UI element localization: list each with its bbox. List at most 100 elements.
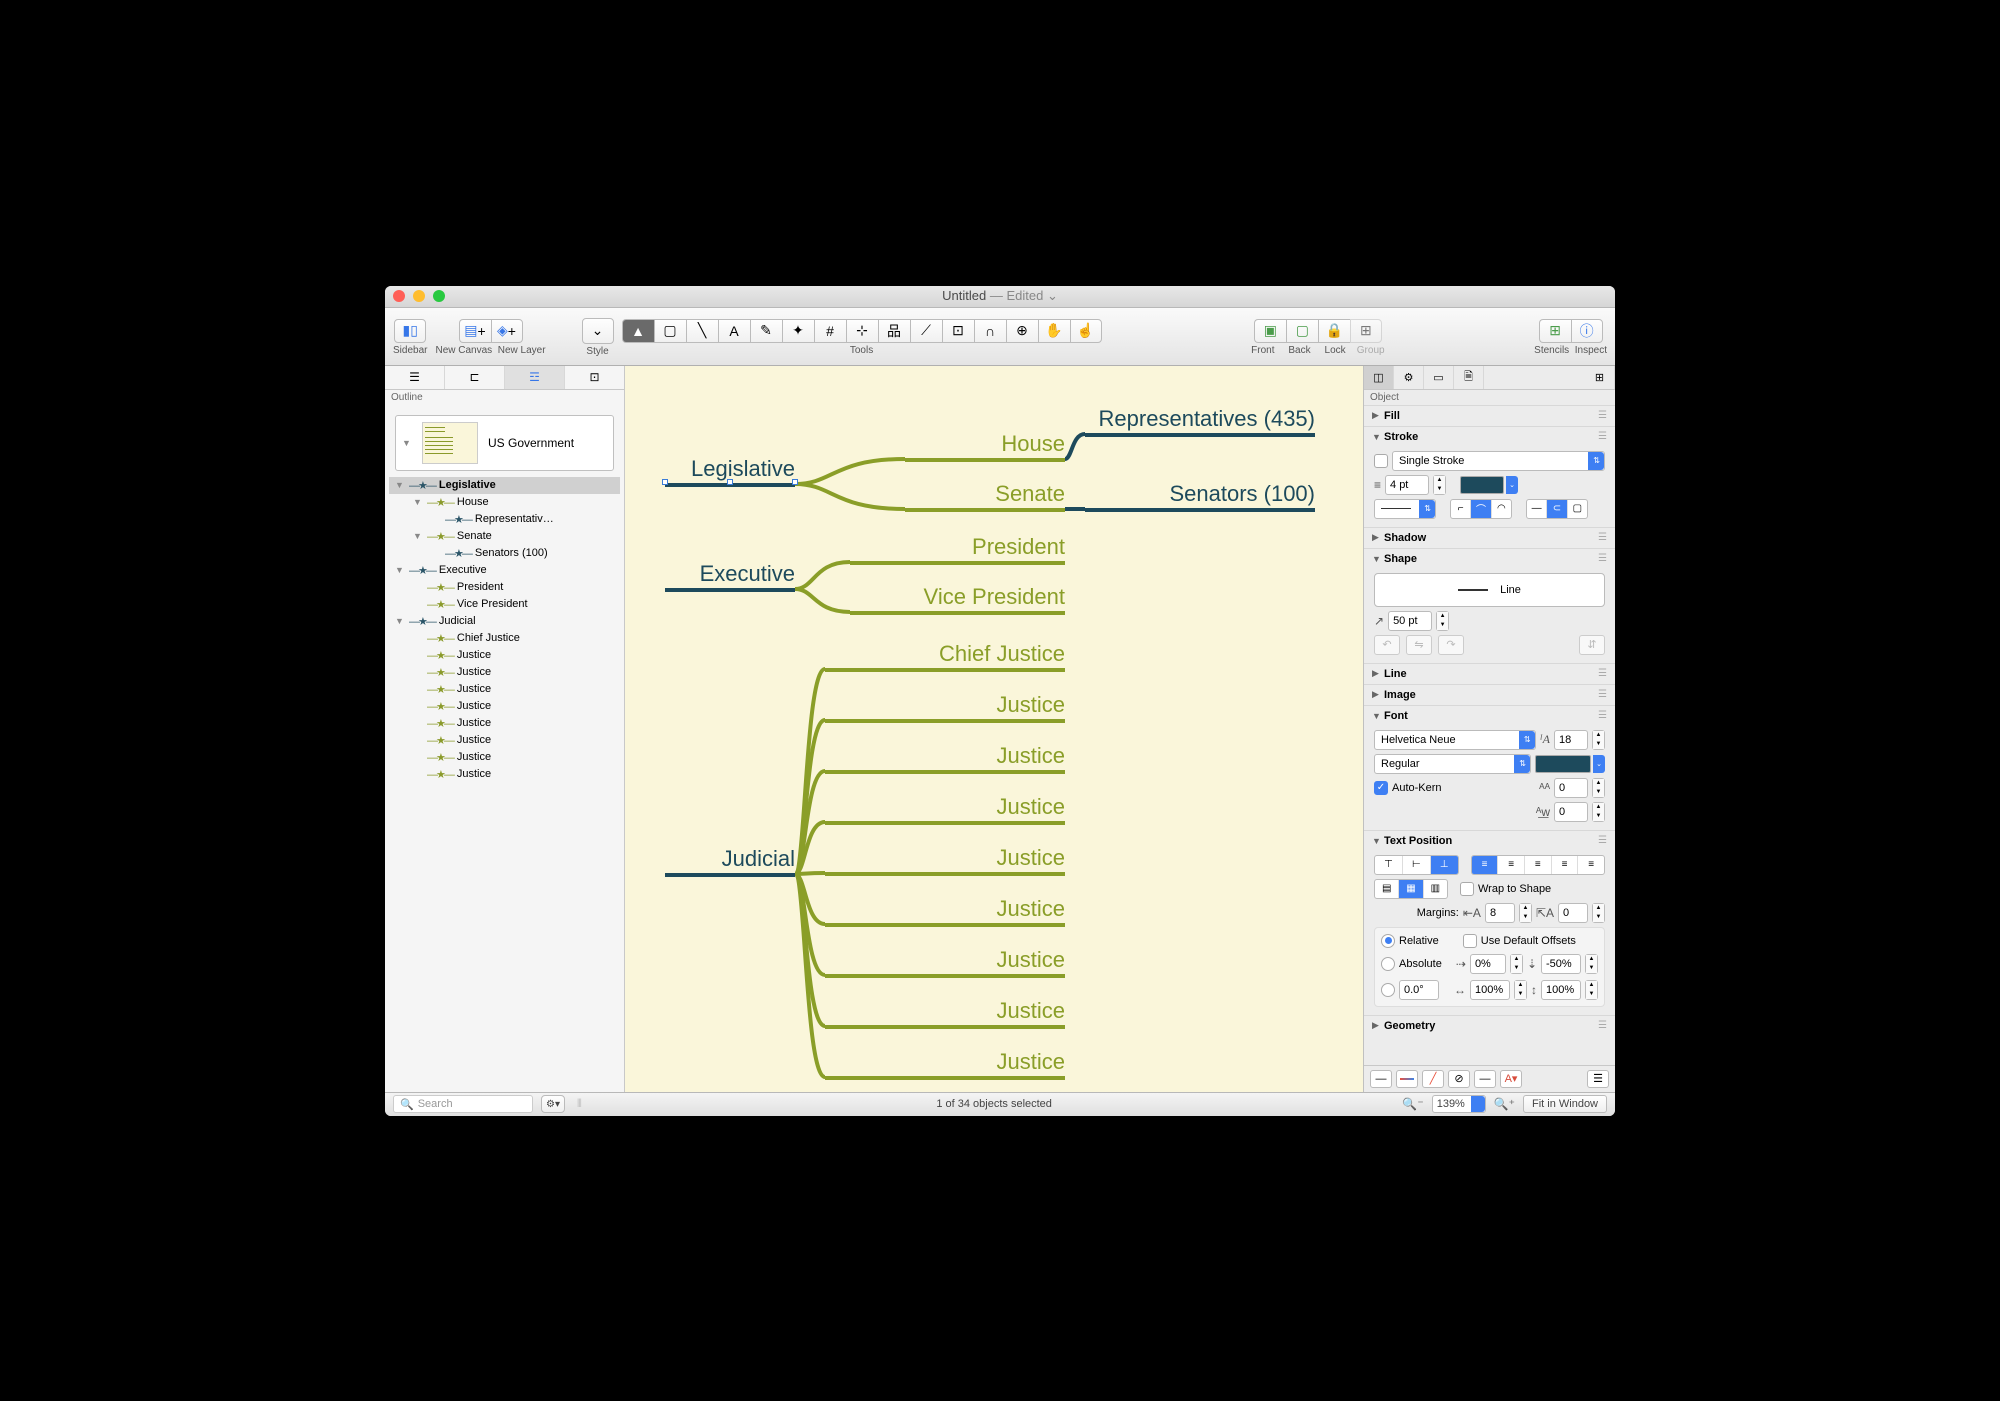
- shape-tool[interactable]: ▢: [654, 319, 686, 343]
- outline-row[interactable]: —★—Justice: [389, 732, 620, 749]
- crop-tool[interactable]: #: [814, 319, 846, 343]
- brush-tool[interactable]: ⟋: [910, 319, 942, 343]
- new-canvas-button[interactable]: ▤+: [459, 319, 491, 343]
- line-section-toggle[interactable]: ▶Line☰: [1364, 664, 1615, 684]
- diagram-node-house[interactable]: House: [905, 431, 1065, 462]
- outline-row[interactable]: ▼—★—Judicial: [389, 613, 620, 630]
- geometry-section-toggle[interactable]: ▶Geometry☰: [1364, 1016, 1615, 1036]
- hamburger-icon[interactable]: ☰: [1598, 553, 1607, 564]
- style-chit-5[interactable]: —: [1474, 1070, 1496, 1088]
- font-size-input[interactable]: 18: [1554, 730, 1588, 750]
- flip-h-button[interactable]: ⇋: [1406, 635, 1432, 655]
- textpos-section-toggle[interactable]: ▼Text Position☰: [1364, 831, 1615, 851]
- inspector-tab-grid[interactable]: ⊞: [1585, 366, 1615, 389]
- corner-radius-input[interactable]: 50 pt: [1388, 611, 1432, 631]
- fit-window-button[interactable]: Fit in Window: [1523, 1095, 1607, 1113]
- corner-style-segment[interactable]: ⌐⌒◠: [1450, 499, 1512, 519]
- stroke-width-input[interactable]: 4 pt: [1385, 475, 1429, 495]
- defaults-checkbox[interactable]: [1463, 934, 1477, 948]
- hamburger-icon[interactable]: ☰: [1598, 431, 1607, 442]
- style-add-button[interactable]: ☰: [1587, 1070, 1609, 1088]
- text-tool[interactable]: A: [718, 319, 750, 343]
- canvas[interactable]: LegislativeHouseSenateRepresentatives (4…: [625, 366, 1363, 1092]
- diagram-node-senators[interactable]: Senators (100): [1085, 481, 1315, 512]
- hamburger-icon[interactable]: ☰: [1598, 835, 1607, 846]
- diagram-node-j1[interactable]: Justice: [825, 692, 1065, 723]
- new-layer-button[interactable]: ◈+: [491, 319, 523, 343]
- rotation-input[interactable]: 0.0°: [1399, 980, 1439, 1000]
- absolute-radio[interactable]: [1381, 957, 1395, 971]
- outline-row[interactable]: —★—Justice: [389, 698, 620, 715]
- margin-v-input[interactable]: 0: [1558, 903, 1588, 923]
- valign-segment[interactable]: ⊤⊢⊥: [1374, 855, 1459, 875]
- close-window-button[interactable]: [393, 290, 405, 302]
- diagram-node-vp[interactable]: Vice President: [850, 584, 1065, 615]
- font-family-select[interactable]: Helvetica Neue⇅: [1374, 730, 1536, 750]
- diagram-node-j8[interactable]: Justice: [825, 1049, 1065, 1080]
- offset-x-input[interactable]: 0%: [1470, 954, 1506, 974]
- inspector-tab-object[interactable]: ◫: [1364, 366, 1394, 389]
- diagram-node-j4[interactable]: Justice: [825, 845, 1065, 876]
- inspect-button[interactable]: ⓘ: [1571, 319, 1603, 343]
- relative-radio[interactable]: [1381, 934, 1395, 948]
- outline-row[interactable]: —★—Vice President: [389, 596, 620, 613]
- browse-tool[interactable]: ☝: [1070, 319, 1102, 343]
- offset-y-input[interactable]: -50%: [1541, 954, 1581, 974]
- outline-row[interactable]: —★—Justice: [389, 766, 620, 783]
- outline-row[interactable]: —★—Justice: [389, 681, 620, 698]
- zoom-input[interactable]: 139%: [1432, 1095, 1486, 1113]
- lock-button[interactable]: 🔒: [1318, 319, 1350, 343]
- text-layout-segment[interactable]: ▤▦▥: [1374, 879, 1448, 899]
- wrap-checkbox[interactable]: [1460, 882, 1474, 896]
- flip-v-button[interactable]: ⇵: [1579, 635, 1605, 655]
- connection-tool[interactable]: 品: [878, 319, 910, 343]
- diagram-node-senate[interactable]: Senate: [905, 481, 1065, 512]
- point-tool[interactable]: ✦: [782, 319, 814, 343]
- zoom-out-icon[interactable]: 🔍⁻: [1402, 1097, 1423, 1111]
- hamburger-icon[interactable]: ☰: [1598, 1020, 1607, 1031]
- stroke-color-swatch[interactable]: [1460, 476, 1504, 494]
- pen-tool[interactable]: ✎: [750, 319, 782, 343]
- rotate-cw-button[interactable]: ↷: [1438, 635, 1464, 655]
- dash-pattern-select[interactable]: ⇅: [1374, 499, 1436, 519]
- rotate-ccw-button[interactable]: ↶: [1374, 635, 1400, 655]
- diagram-node-cj[interactable]: Chief Justice: [825, 641, 1065, 672]
- zoom-window-button[interactable]: [433, 290, 445, 302]
- halign-segment[interactable]: ≡≡≡≡≡: [1471, 855, 1605, 875]
- style-chit-3[interactable]: ╱: [1422, 1070, 1444, 1088]
- hamburger-icon[interactable]: ☰: [1598, 710, 1607, 721]
- group-button[interactable]: ⊞: [1350, 319, 1382, 343]
- autokern-checkbox[interactable]: ✓: [1374, 781, 1388, 795]
- hand-tool[interactable]: ✋: [1038, 319, 1070, 343]
- send-back-button[interactable]: ▢: [1286, 319, 1318, 343]
- style-button[interactable]: ⌄: [582, 318, 614, 344]
- zoom-in-icon[interactable]: 🔍⁺: [1494, 1097, 1515, 1111]
- font-weight-select[interactable]: Regular⇅: [1374, 754, 1531, 774]
- style-chit-2[interactable]: [1396, 1070, 1418, 1088]
- search-input[interactable]: 🔍Search: [393, 1095, 533, 1113]
- line-tool[interactable]: ╲: [686, 319, 718, 343]
- diagram-node-reps[interactable]: Representatives (435): [1085, 406, 1315, 437]
- font-section-toggle[interactable]: ▼Font☰: [1364, 706, 1615, 726]
- diagram-node-judicial[interactable]: Judicial: [665, 846, 795, 877]
- sidebar-tab-selection[interactable]: ⊡: [565, 366, 624, 389]
- diagram-node-j3[interactable]: Justice: [825, 794, 1065, 825]
- image-section-toggle[interactable]: ▶Image☰: [1364, 685, 1615, 705]
- sidebar-tab-guides[interactable]: ⊏: [445, 366, 505, 389]
- diagram-node-j2[interactable]: Justice: [825, 743, 1065, 774]
- fill-section-toggle[interactable]: ▶Fill☰: [1364, 406, 1615, 426]
- stroke-width-stepper[interactable]: ▲▼: [1433, 475, 1446, 495]
- outline-row[interactable]: —★—Justice: [389, 749, 620, 766]
- inspector-tab-properties[interactable]: ⚙: [1394, 366, 1424, 389]
- hamburger-icon[interactable]: ☰: [1598, 689, 1607, 700]
- diagram-node-president[interactable]: President: [850, 534, 1065, 565]
- stroke-enabled-checkbox[interactable]: [1374, 454, 1388, 468]
- font-size-stepper[interactable]: ▲▼: [1592, 730, 1605, 750]
- cap-style-segment[interactable]: —⊂▢: [1526, 499, 1588, 519]
- outline-row[interactable]: —★—Justice: [389, 647, 620, 664]
- track-stepper[interactable]: ▲▼: [1592, 802, 1605, 822]
- outline-row[interactable]: —★—Justice: [389, 664, 620, 681]
- diagram-tool[interactable]: ⊹: [846, 319, 878, 343]
- style-chit-6[interactable]: A▾: [1500, 1070, 1522, 1088]
- font-color-swatch[interactable]: [1535, 755, 1591, 773]
